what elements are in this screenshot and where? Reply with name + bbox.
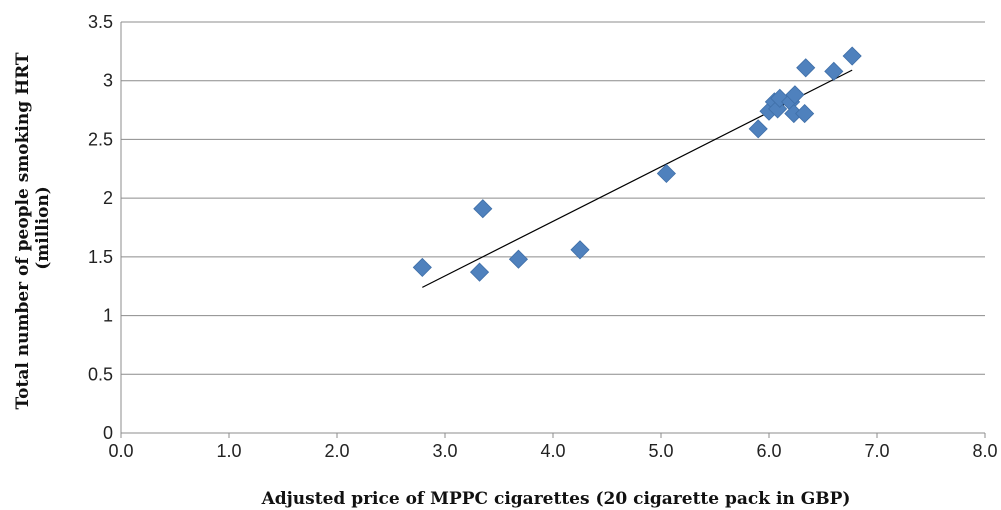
y-tick-label: 3.5 [88,12,113,32]
data-point [412,257,432,277]
data-point [796,58,816,78]
data-point [785,85,805,105]
y-axis-title: Total number of people smoking HRT (mill… [13,46,53,409]
data-point [656,163,676,184]
data-point [795,104,815,124]
data-point [748,119,768,139]
tick-labels: 0 0.5 1 1.5 2 2.5 3 3.5 0.0 1.0 2.0 3.0 4.0 5.0 6.0 7.0… [88,12,998,461]
data-point [842,46,862,66]
x-tick-label: 7.0 [864,441,889,461]
x-tick-label: 3.0 [432,441,457,461]
axes [120,22,986,438]
gridlines [121,21,985,375]
x-tick-label: 1.0 [216,441,241,461]
x-tick-label: 8.0 [972,441,997,461]
y-tick-label: 1 [103,306,113,326]
data-point [824,61,844,81]
data-point [473,199,493,219]
x-tick-label: 0.0 [108,441,133,461]
x-tick-label: 4.0 [540,441,565,461]
y-axis-title-line-2: (million) [33,186,53,270]
x-tick-label: 6.0 [756,441,781,461]
data-point [508,249,529,269]
data-point [770,88,790,108]
y-tick-label: 0 [103,423,113,443]
y-tick-label: 2 [103,188,113,208]
x-axis-title: Adjusted price of MPPC cigarettes (20 ci… [261,489,851,509]
y-axis-title-line-1: Total number of people smoking HRT [13,52,33,409]
data-point [570,240,590,260]
data-point [768,99,788,119]
y-tick-label: 0.5 [88,364,113,384]
y-tick-label: 3 [103,71,113,91]
y-tick-label: 2.5 [88,129,113,149]
x-tick-label: 2.0 [324,441,349,461]
x-tick-label: 5.0 [648,441,673,461]
y-tick-label: 1.5 [88,247,113,267]
data-point [469,262,490,282]
data-points [412,46,862,282]
